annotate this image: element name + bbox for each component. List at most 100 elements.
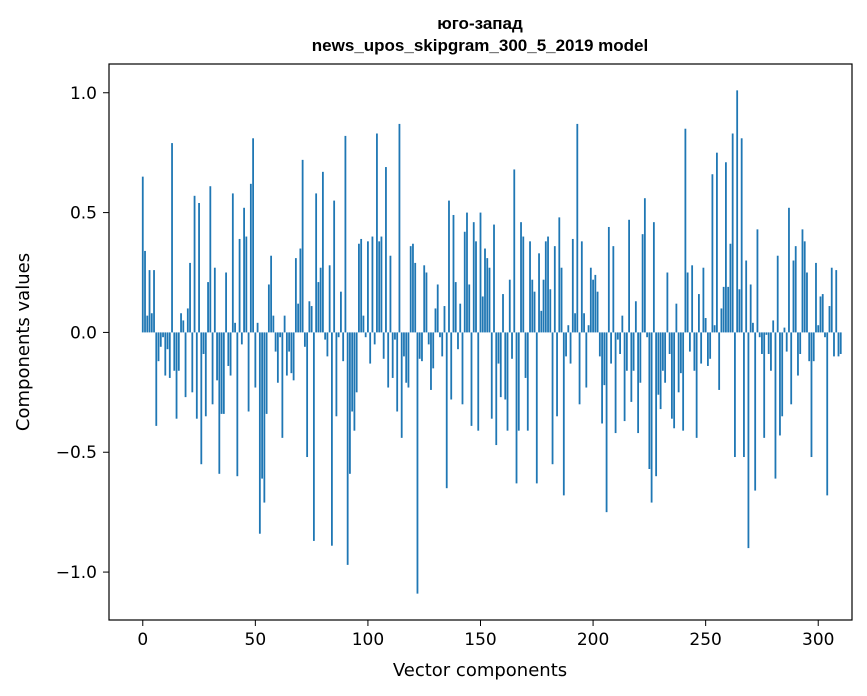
bar xyxy=(607,226,610,333)
bar xyxy=(792,260,795,333)
bar xyxy=(376,133,378,333)
bar xyxy=(358,243,360,333)
bar xyxy=(619,332,621,354)
bar xyxy=(506,332,509,431)
bar xyxy=(803,241,806,333)
bar xyxy=(400,332,403,438)
bar xyxy=(815,262,817,333)
bar xyxy=(790,332,793,405)
bar xyxy=(616,332,619,340)
bar xyxy=(396,332,399,412)
bar xyxy=(700,332,703,364)
bar xyxy=(763,332,766,438)
bar xyxy=(184,332,187,398)
bar xyxy=(279,332,282,338)
x-tick-label: 200 xyxy=(577,630,609,650)
bar xyxy=(308,301,311,333)
bar xyxy=(560,267,563,333)
bar xyxy=(333,200,336,333)
bar xyxy=(740,138,743,333)
bar xyxy=(468,284,471,333)
bar xyxy=(621,315,624,333)
bar xyxy=(267,284,270,333)
bar xyxy=(423,265,426,333)
bar xyxy=(155,332,158,426)
x-tick-label: 0 xyxy=(137,630,148,650)
bar xyxy=(331,332,333,546)
bar xyxy=(175,332,178,419)
x-tick-label: 300 xyxy=(802,630,834,650)
bar xyxy=(698,294,700,333)
bar xyxy=(754,332,757,491)
bar xyxy=(439,332,441,338)
bar xyxy=(603,332,606,386)
bar xyxy=(594,274,597,333)
bar xyxy=(585,332,588,388)
bar xyxy=(213,267,216,333)
bar xyxy=(218,332,221,474)
y-tick-label: −1.0 xyxy=(56,563,97,583)
bar xyxy=(574,313,576,333)
bar xyxy=(664,332,667,383)
bar xyxy=(371,236,374,333)
bar xyxy=(734,332,736,458)
bar xyxy=(346,332,349,565)
bar xyxy=(432,332,435,369)
bar xyxy=(466,212,468,333)
bar xyxy=(479,212,482,333)
bar xyxy=(378,241,381,333)
bar xyxy=(522,236,525,333)
bar xyxy=(238,238,241,333)
bar xyxy=(562,332,565,496)
bar xyxy=(216,332,218,381)
bar xyxy=(673,332,676,429)
bar xyxy=(229,332,232,376)
bar xyxy=(830,267,833,333)
bar xyxy=(578,332,581,405)
bar xyxy=(454,282,457,333)
bar xyxy=(614,332,617,434)
bar xyxy=(186,308,189,333)
bar xyxy=(324,332,327,340)
bar xyxy=(551,332,554,465)
bar xyxy=(704,318,707,333)
bar xyxy=(508,279,511,333)
bar xyxy=(385,167,387,333)
y-axis: −1.0 −0.5 0.0 0.5 1.0 xyxy=(56,84,109,583)
bar xyxy=(526,332,529,431)
bar xyxy=(497,332,500,364)
bar xyxy=(405,332,408,383)
bar xyxy=(195,332,198,419)
bar xyxy=(294,258,297,333)
bar xyxy=(722,286,725,333)
bar xyxy=(520,222,522,333)
bar xyxy=(391,332,394,378)
bar xyxy=(531,279,534,333)
bar xyxy=(189,262,191,333)
bar xyxy=(430,332,432,390)
bar xyxy=(157,332,160,362)
bar xyxy=(826,332,829,496)
bar xyxy=(177,332,180,371)
bar xyxy=(839,332,842,354)
bar xyxy=(567,325,570,333)
bar xyxy=(781,332,784,417)
bar xyxy=(164,332,167,376)
bar xyxy=(425,272,428,333)
y-tick-label: 0.0 xyxy=(70,323,97,343)
bar xyxy=(695,332,698,438)
bar xyxy=(445,332,448,489)
bar xyxy=(679,332,682,374)
y-tick-label: −0.5 xyxy=(56,443,97,463)
bar xyxy=(227,332,230,366)
bar xyxy=(450,332,453,400)
bar xyxy=(274,332,277,352)
bar xyxy=(569,332,572,364)
bar xyxy=(583,313,585,333)
y-tick-label: 0.5 xyxy=(70,204,97,224)
bar xyxy=(623,332,626,422)
bar xyxy=(542,279,545,333)
bar xyxy=(261,332,263,479)
bar xyxy=(598,332,601,357)
bar xyxy=(639,332,642,383)
